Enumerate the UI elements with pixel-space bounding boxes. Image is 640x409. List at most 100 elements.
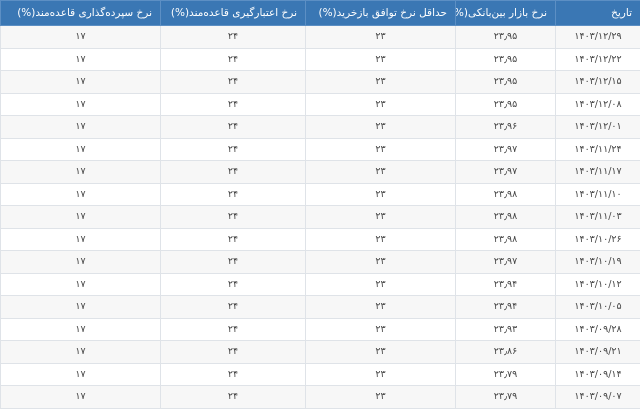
cell-value: ۱۴۰۳/۱۱/۰۳: [574, 211, 621, 222]
cell-value: ۱۷: [75, 144, 85, 155]
cell-date: ۱۴۰۳/۱۲/۲۲: [556, 48, 640, 71]
cell-standing-deposit-rate: ۱۷: [1, 71, 161, 94]
cell-value: ۲۳: [375, 54, 385, 65]
cell-interbank-rate: ۲۳٫۹۴: [456, 273, 556, 296]
cell-interbank-rate: ۲۳٫۹۷: [456, 138, 556, 161]
cell-min-repo-rate: ۲۳: [306, 116, 456, 139]
cell-value: ۱۷: [75, 189, 85, 200]
cell-value: ۲۳: [375, 391, 385, 402]
cell-value: ۱۷: [75, 324, 85, 335]
cell-min-repo-rate: ۲۳: [306, 93, 456, 116]
cell-date: ۱۴۰۳/۱۰/۲۶: [556, 228, 640, 251]
cell-value: ۲۳: [375, 256, 385, 267]
cell-date: ۱۴۰۳/۱۲/۰۸: [556, 93, 640, 116]
cell-standing-lending-rate: ۲۴: [161, 341, 306, 364]
cell-value: ۲۳٫۹۵: [494, 99, 518, 110]
column-header-standing-deposit-rate: نرخ سپرده‌گذاری قاعده‌مند(%): [1, 1, 161, 26]
cell-interbank-rate: ۲۳٫۹۵: [456, 26, 556, 49]
cell-value: ۲۴: [228, 121, 238, 132]
table-row: ۱۴۰۳/۰۹/۲۱ ۲۳٫۸۶ ۲۳ ۲۴ ۱۷: [1, 341, 640, 364]
cell-interbank-rate: ۲۳٫۹۵: [456, 71, 556, 94]
cell-interbank-rate: ۲۳٫۹۸: [456, 228, 556, 251]
cell-value: ۲۴: [228, 391, 238, 402]
cell-value: ۲۴: [228, 234, 238, 245]
cell-value: ۲۳٫۷۹: [494, 369, 518, 380]
table-row: ۱۴۰۳/۱۰/۲۶ ۲۳٫۹۸ ۲۳ ۲۴ ۱۷: [1, 228, 640, 251]
cell-value: ۱۴۰۳/۱۰/۱۲: [574, 279, 621, 290]
cell-value: ۲۳: [375, 346, 385, 357]
cell-value: ۲۳٫۸۶: [494, 346, 518, 357]
cell-value: ۲۴: [228, 166, 238, 177]
cell-interbank-rate: ۲۳٫۷۹: [456, 386, 556, 409]
cell-value: ۲۳: [375, 121, 385, 132]
cell-value: ۲۴: [228, 144, 238, 155]
cell-standing-deposit-rate: ۱۷: [1, 341, 161, 364]
column-header-interbank-rate: نرخ بازار بین‌بانکی(%): [456, 1, 556, 26]
cell-value: ۲۳٫۹۴: [494, 301, 518, 312]
cell-value: ۲۴: [228, 99, 238, 110]
cell-value: ۱۴۰۳/۱۰/۱۹: [574, 256, 621, 267]
cell-value: ۱۴۰۳/۰۹/۲۱: [574, 346, 621, 357]
cell-value: ۲۳: [375, 189, 385, 200]
cell-date: ۱۴۰۳/۱۲/۱۵: [556, 71, 640, 94]
cell-standing-lending-rate: ۲۴: [161, 93, 306, 116]
cell-value: ۱۷: [75, 256, 85, 267]
cell-date: ۱۴۰۳/۱۰/۰۵: [556, 296, 640, 319]
cell-value: ۲۳: [375, 369, 385, 380]
cell-standing-lending-rate: ۲۴: [161, 161, 306, 184]
cell-value: ۱۴۰۳/۱۲/۰۸: [574, 99, 621, 110]
cell-interbank-rate: ۲۳٫۹۸: [456, 183, 556, 206]
cell-value: ۲۳: [375, 76, 385, 87]
cell-value: ۱۷: [75, 121, 85, 132]
cell-standing-deposit-rate: ۱۷: [1, 251, 161, 274]
cell-standing-deposit-rate: ۱۷: [1, 26, 161, 49]
cell-value: ۲۳: [375, 301, 385, 312]
cell-standing-deposit-rate: ۱۷: [1, 161, 161, 184]
cell-value: ۱۷: [75, 391, 85, 402]
column-header-min-repo-rate: حداقل نرخ توافق بازخرید(%): [306, 1, 456, 26]
cell-min-repo-rate: ۲۳: [306, 273, 456, 296]
cell-standing-deposit-rate: ۱۷: [1, 206, 161, 229]
cell-interbank-rate: ۲۳٫۹۷: [456, 161, 556, 184]
cell-value: ۲۳٫۹۸: [494, 234, 518, 245]
cell-interbank-rate: ۲۳٫۹۶: [456, 116, 556, 139]
cell-interbank-rate: ۲۳٫۹۸: [456, 206, 556, 229]
cell-value: ۱۷: [75, 76, 85, 87]
cell-value: ۲۳٫۹۸: [494, 189, 518, 200]
cell-value: ۱۷: [75, 31, 85, 42]
cell-standing-deposit-rate: ۱۷: [1, 228, 161, 251]
cell-value: ۱۷: [75, 346, 85, 357]
cell-min-repo-rate: ۲۳: [306, 363, 456, 386]
cell-value: ۲۴: [228, 31, 238, 42]
cell-min-repo-rate: ۲۳: [306, 71, 456, 94]
cell-min-repo-rate: ۲۳: [306, 206, 456, 229]
cell-value: ۱۷: [75, 166, 85, 177]
cell-value: ۲۳٫۹۷: [494, 144, 518, 155]
cell-min-repo-rate: ۲۳: [306, 228, 456, 251]
cell-standing-lending-rate: ۲۴: [161, 48, 306, 71]
cell-standing-deposit-rate: ۱۷: [1, 296, 161, 319]
cell-value: ۲۴: [228, 324, 238, 335]
cell-min-repo-rate: ۲۳: [306, 296, 456, 319]
cell-standing-deposit-rate: ۱۷: [1, 183, 161, 206]
cell-interbank-rate: ۲۳٫۹۷: [456, 251, 556, 274]
cell-value: ۱۷: [75, 369, 85, 380]
cell-interbank-rate: ۲۳٫۹۵: [456, 93, 556, 116]
cell-standing-deposit-rate: ۱۷: [1, 386, 161, 409]
cell-interbank-rate: ۲۳٫۸۶: [456, 341, 556, 364]
cell-standing-lending-rate: ۲۴: [161, 251, 306, 274]
cell-date: ۱۴۰۳/۱۲/۲۹: [556, 26, 640, 49]
column-header-date: تاریخ: [556, 1, 640, 26]
cell-value: ۱۴۰۳/۱۱/۱۷: [574, 166, 621, 177]
cell-interbank-rate: ۲۳٫۷۹: [456, 363, 556, 386]
cell-standing-lending-rate: ۲۴: [161, 318, 306, 341]
